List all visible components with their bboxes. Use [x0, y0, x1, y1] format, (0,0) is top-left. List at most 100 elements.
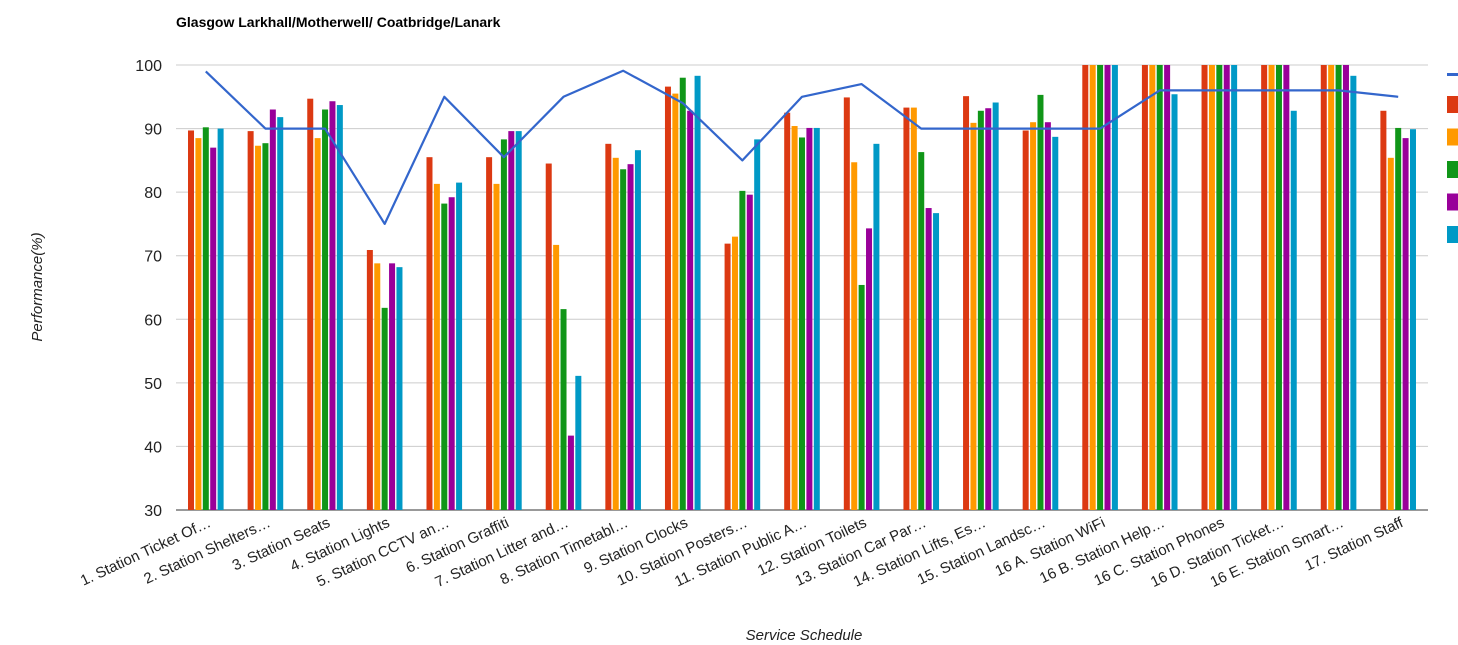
bar: [925, 208, 932, 511]
bar: [806, 127, 813, 510]
bar: [1283, 65, 1290, 510]
legend-key: [1447, 161, 1458, 178]
bar: [687, 110, 694, 511]
x-axis-labels: 1. Station Ticket Of…2. Station Shelters…: [78, 514, 1407, 591]
bar: [1328, 65, 1335, 510]
bars: [188, 65, 1416, 511]
bar: [1268, 65, 1275, 510]
bar: [918, 152, 925, 511]
bar: [1335, 65, 1342, 510]
bar: [269, 109, 276, 510]
bar: [851, 162, 858, 510]
bar: [1275, 65, 1282, 510]
bar: [724, 243, 731, 510]
bar: [679, 77, 686, 510]
bar: [1231, 65, 1238, 510]
bar: [1208, 65, 1215, 510]
chart-title: Glasgow Larkhall/Motherwell/ Coatbridge/…: [176, 14, 501, 30]
y-tick-label: 50: [144, 376, 162, 393]
y-tick-label: 80: [144, 185, 162, 202]
legend-key-line: [1447, 73, 1458, 76]
bar: [1022, 130, 1029, 510]
bar: [866, 228, 873, 510]
bar: [1082, 65, 1089, 510]
bar: [389, 263, 396, 510]
bar: [627, 164, 634, 510]
bar: [441, 203, 448, 511]
bar: [1350, 75, 1357, 511]
bar: [1290, 110, 1297, 511]
y-tick-label: 60: [144, 312, 162, 329]
bar: [620, 169, 627, 510]
y-tick-label: 70: [144, 249, 162, 266]
line-series: [205, 69, 1399, 225]
bar: [1044, 122, 1051, 510]
bar: [858, 284, 865, 510]
legend-key: [1447, 128, 1458, 146]
bar: [314, 138, 321, 510]
bar: [992, 102, 999, 510]
bar: [1089, 65, 1096, 510]
bar: [843, 97, 850, 511]
bar: [560, 309, 567, 510]
bar: [1037, 94, 1044, 510]
y-tick-label: 30: [144, 503, 162, 520]
line-series-path: [205, 69, 1399, 225]
legend: [1447, 73, 1458, 243]
bar: [329, 101, 336, 510]
bar: [515, 131, 522, 510]
bar: [1104, 65, 1111, 510]
bar: [336, 105, 343, 511]
bar: [493, 183, 500, 510]
x-category-label: 17. Station Staff: [1302, 514, 1406, 575]
y-tick-label: 100: [135, 58, 162, 75]
legend-key: [1447, 96, 1458, 113]
bar: [873, 143, 880, 511]
bar: [963, 96, 970, 511]
x-axis-title: Service Schedule: [746, 627, 863, 644]
bar: [910, 107, 917, 510]
bar: [1342, 65, 1349, 510]
bar: [970, 122, 977, 510]
bar: [1261, 65, 1268, 510]
bar: [567, 435, 574, 510]
y-tick-label: 90: [144, 122, 162, 139]
bar: [322, 109, 329, 510]
bar: [1164, 65, 1171, 510]
bar: [791, 126, 798, 511]
bar: [1201, 65, 1208, 510]
bar: [553, 244, 560, 510]
bar: [1380, 110, 1387, 511]
bar: [813, 127, 820, 510]
bar: [247, 131, 254, 510]
bar: [262, 143, 269, 510]
bar: [754, 139, 761, 510]
bar: [985, 108, 992, 510]
bar: [486, 157, 493, 510]
bar: [1402, 138, 1409, 510]
bar: [1387, 157, 1394, 511]
bar: [1216, 65, 1223, 510]
bar: [381, 307, 388, 510]
bar: [672, 93, 679, 510]
bar: [1149, 65, 1156, 510]
bar: [664, 86, 671, 510]
bar: [217, 128, 224, 511]
bar: [575, 375, 582, 510]
bar: [784, 112, 791, 510]
bar: [277, 117, 284, 510]
bar: [694, 75, 701, 511]
bar: [1395, 127, 1402, 510]
bar: [456, 182, 463, 510]
bar: [426, 157, 433, 510]
bar: [739, 190, 746, 510]
bar: [1052, 136, 1059, 511]
bar: [605, 143, 612, 511]
bar: [1409, 129, 1416, 510]
bar: [977, 110, 984, 511]
bar: [746, 194, 753, 510]
bar: [195, 138, 202, 510]
bar: [374, 263, 381, 510]
bar: [255, 145, 262, 510]
bar: [188, 130, 195, 510]
